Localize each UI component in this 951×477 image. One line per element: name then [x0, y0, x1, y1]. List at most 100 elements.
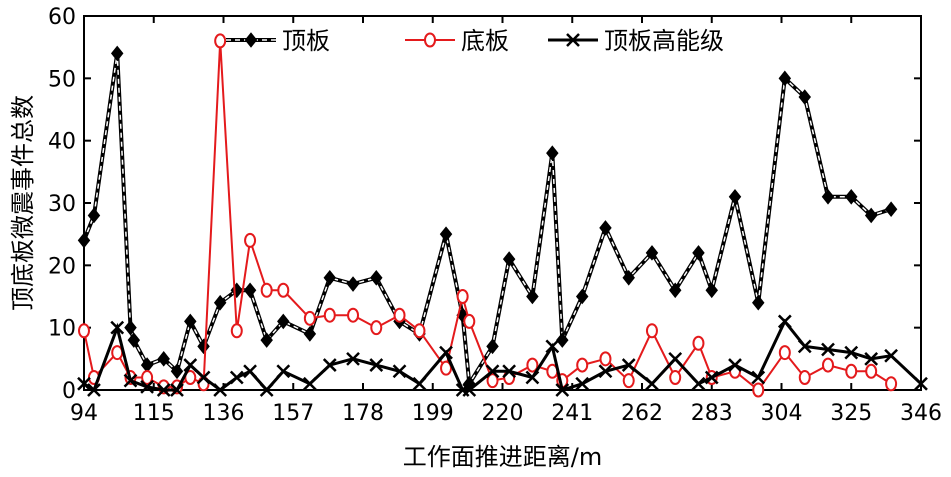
data-point — [370, 320, 383, 336]
x-tick-label: 346 — [900, 401, 942, 426]
y-tick-label: 50 — [48, 67, 76, 92]
x-tick-label: 283 — [691, 401, 733, 426]
data-point — [797, 339, 812, 354]
data-point — [914, 376, 928, 391]
data-point — [525, 370, 540, 385]
data-point — [322, 358, 337, 372]
data-point — [622, 269, 635, 286]
data-point — [244, 232, 257, 248]
data-point — [556, 332, 569, 348]
data-point — [229, 370, 244, 385]
data-point — [276, 364, 291, 379]
data-point — [885, 376, 898, 392]
data-point — [526, 357, 539, 373]
legend: 顶板 底板 顶板高能级 — [226, 27, 724, 55]
data-point — [575, 376, 590, 391]
data-point — [110, 45, 124, 62]
data-point — [124, 319, 137, 336]
data-point — [170, 363, 184, 380]
data-point — [845, 188, 858, 205]
data-point — [692, 335, 705, 351]
x-tick-label: 262 — [621, 401, 663, 426]
y-tick-label: 30 — [48, 192, 76, 217]
data-point — [668, 351, 683, 366]
data-point — [798, 370, 811, 386]
data-point — [502, 364, 517, 379]
data-point — [87, 383, 101, 397]
data-point — [778, 345, 791, 361]
data-point — [526, 288, 539, 305]
y-tick-label: 10 — [48, 317, 76, 342]
data-point — [214, 33, 227, 49]
data-point — [622, 373, 635, 389]
data-point — [110, 320, 125, 335]
x-tick-label: 178 — [342, 401, 384, 426]
data-point — [323, 307, 336, 323]
data-point — [127, 332, 141, 348]
data-point — [598, 364, 613, 379]
data-point — [865, 363, 878, 379]
data-point — [778, 70, 792, 87]
data-point — [346, 351, 360, 366]
data-point — [645, 323, 658, 339]
data-point — [77, 232, 91, 249]
data-point — [576, 357, 589, 373]
data-point — [752, 382, 765, 398]
data-point — [599, 351, 612, 367]
legend-item-3: 顶板高能级 — [548, 27, 724, 55]
data-point — [439, 226, 453, 242]
x-tick-label: 94 — [70, 401, 98, 426]
data-point — [260, 282, 273, 298]
series-1 — [77, 45, 898, 392]
data-point — [486, 338, 499, 355]
y-tick-label: 60 — [48, 5, 76, 30]
series-2 — [78, 33, 898, 398]
data-point — [277, 282, 290, 298]
data-point — [546, 145, 559, 161]
data-point — [705, 282, 718, 299]
x-tick-label: 325 — [830, 401, 872, 426]
data-point — [370, 269, 383, 286]
data-point — [87, 207, 101, 224]
x-tick-label: 115 — [133, 401, 175, 426]
y-axis-title: 顶底板微震事件总数 — [9, 95, 37, 311]
data-point — [302, 376, 317, 391]
data-point — [752, 294, 765, 311]
data-point — [545, 339, 560, 354]
legend-item-2: 底板 — [405, 27, 509, 55]
data-point — [243, 282, 257, 299]
data-point — [463, 313, 476, 329]
data-point — [845, 363, 858, 379]
data-point — [884, 201, 898, 218]
data-point — [140, 379, 154, 394]
data-point — [303, 326, 317, 342]
data-point — [691, 376, 706, 391]
legend-label: 顶板 — [282, 27, 330, 55]
x-tick-label: 241 — [551, 401, 593, 426]
data-point — [123, 373, 138, 388]
data-point — [243, 364, 257, 379]
data-point — [170, 383, 184, 397]
data-point — [392, 364, 407, 379]
legend-label: 底板 — [461, 27, 509, 55]
data-point — [575, 288, 589, 305]
data-point — [346, 276, 360, 292]
y-tick-label: 0 — [62, 379, 76, 404]
data-point — [822, 357, 834, 373]
data-point — [183, 358, 198, 372]
x-tick-label: 136 — [203, 401, 245, 426]
data-point — [196, 370, 211, 385]
data-point — [669, 370, 682, 386]
data-point — [213, 294, 227, 311]
legend-label: 顶板高能级 — [604, 27, 724, 55]
data-point — [751, 370, 766, 385]
data-point — [439, 345, 453, 360]
data-point — [864, 207, 878, 224]
data-point — [704, 370, 719, 385]
data-point — [323, 269, 337, 286]
data-point — [645, 245, 659, 261]
data-point — [347, 307, 360, 323]
x-tick-label: 157 — [272, 401, 314, 426]
data-point — [230, 323, 243, 339]
data-point — [111, 345, 124, 361]
